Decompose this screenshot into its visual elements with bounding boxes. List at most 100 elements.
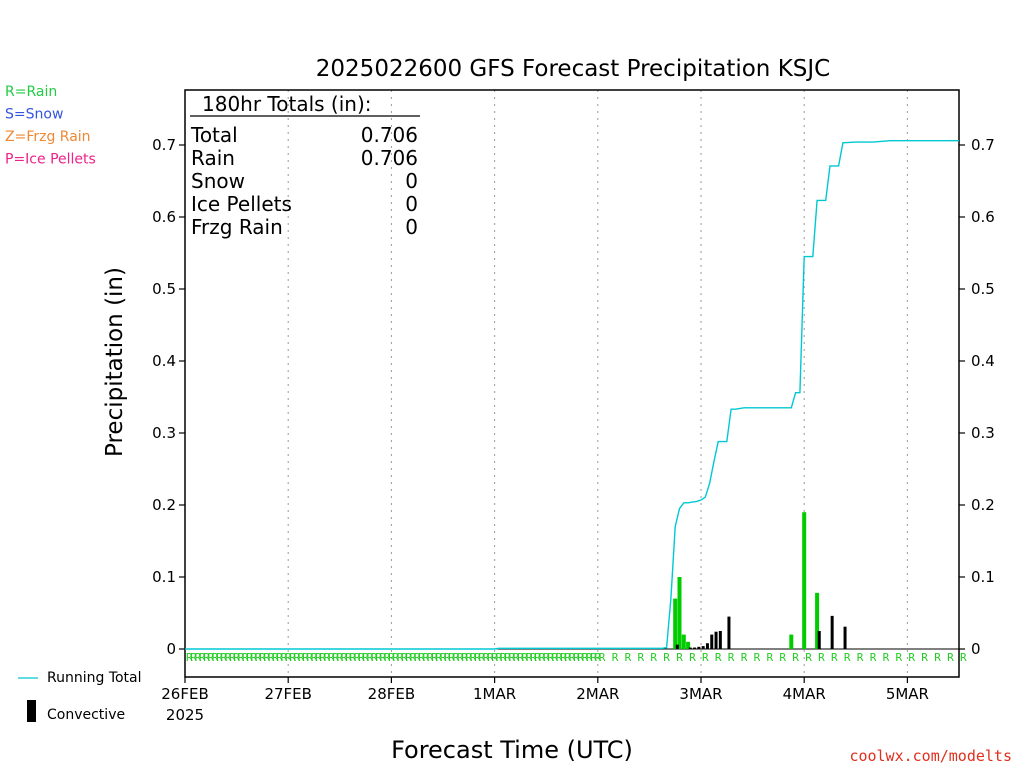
precip-type-flag: R <box>487 651 494 664</box>
x-tick-label: 3MAR <box>679 685 722 703</box>
precip-type-flag: R <box>483 651 490 664</box>
precip-type-flag: R <box>423 651 430 664</box>
convective-bar <box>830 615 834 649</box>
precip-type-flag: R <box>844 651 851 664</box>
precip-type-flag: R <box>663 651 670 664</box>
precip-type-flag: R <box>251 651 258 664</box>
precip-type-flag: R <box>242 651 249 664</box>
precip-type-flag: R <box>689 651 696 664</box>
x-axis-label: Forecast Time (UTC) <box>391 736 633 764</box>
credit-link[interactable]: coolwx.com/modelts <box>849 747 1012 765</box>
totals-row-label: Snow <box>191 169 245 193</box>
precip-type-flag: R <box>934 651 941 664</box>
precip-type-flag: R <box>255 651 262 664</box>
precip-type-flag: R <box>702 651 709 664</box>
rain-bar <box>686 641 691 649</box>
precip-type-flag: R <box>281 651 288 664</box>
precip-type-flag: R <box>444 651 451 664</box>
precip-type-flag: R <box>552 651 559 664</box>
precip-type-flag: R <box>289 651 296 664</box>
precip-type-flag: R <box>741 651 748 664</box>
precip-type-flag: R <box>272 651 279 664</box>
precip-type-flag: R <box>229 651 236 664</box>
precip-type-flag: R <box>595 651 602 664</box>
totals-row-label: Ice Pellets <box>191 192 292 216</box>
precip-type-flag: R <box>220 651 227 664</box>
rain-bar <box>789 634 794 649</box>
totals-header: 180hr Totals (in): <box>202 92 372 116</box>
convective-bar <box>675 644 679 649</box>
x-tick-label: 27FEB <box>264 685 311 703</box>
precip-type-flag: R <box>216 651 223 664</box>
precip-type-flag: R <box>754 651 761 664</box>
precip-type-flag: R <box>728 651 735 664</box>
precip-type-flag: R <box>238 651 245 664</box>
precip-type-flag: R <box>190 651 197 664</box>
precip-type-flag: R <box>908 651 915 664</box>
convective-bar <box>714 631 718 649</box>
totals-row-label: Frzg Rain <box>191 215 283 239</box>
precip-type-flag: R <box>509 651 516 664</box>
precip-type-flag: R <box>921 651 928 664</box>
plot-frame <box>184 89 960 678</box>
convective-bar <box>688 647 692 649</box>
totals-row-value: 0 <box>405 192 418 216</box>
precip-type-flag: R <box>440 651 447 664</box>
precip-type-flag: R <box>491 651 498 664</box>
precip-type-flag: R <box>384 651 391 664</box>
precip-type-flag: R <box>496 651 503 664</box>
convective-bar <box>817 631 821 649</box>
precip-type-flag: R <box>883 651 890 664</box>
precip-type-flag: R <box>302 651 309 664</box>
precip-type-flag: R <box>539 651 546 664</box>
precip-type-flag: R <box>392 651 399 664</box>
y-axis-left: 0 0.1 0.2 0.3 0.4 0.5 0.6 0.7 <box>152 136 185 658</box>
x-tick-label: 26FEB <box>161 685 208 703</box>
rain-bar <box>815 592 820 649</box>
precip-type-flag: R <box>500 651 507 664</box>
precip-type-flag: R <box>478 651 485 664</box>
precip-type-flag: R <box>513 651 520 664</box>
y-tick-label: 0 <box>971 640 981 658</box>
precip-type-legend-item: S=Snow <box>5 107 63 123</box>
precip-type-flag: R <box>676 651 683 664</box>
precip-type-flag: R <box>779 651 786 664</box>
precip-type-flag: R <box>590 651 597 664</box>
precip-type-flag: R <box>431 651 438 664</box>
precip-type-flags: RRRRRRRRRRRRRRRRRRRRRRRRRRRRRRRRRRRRRRRR… <box>186 651 967 664</box>
totals-row-label: Total <box>190 123 238 147</box>
y-axis-label: Precipitation (in) <box>102 267 128 457</box>
precip-type-flag: R <box>199 651 206 664</box>
precip-type-flag: R <box>246 651 253 664</box>
precip-type-flag: R <box>349 651 356 664</box>
precip-type-flag: R <box>268 651 275 664</box>
precip-type-flag: R <box>650 651 657 664</box>
y-tick-label: 0.3 <box>152 424 176 442</box>
precip-type-flag: R <box>599 651 606 664</box>
precip-type-flag: R <box>276 651 283 664</box>
y-tick-label: 0.6 <box>971 208 995 226</box>
precip-type-flag: R <box>212 651 219 664</box>
y-tick-label: 0.3 <box>971 424 995 442</box>
rain-bar <box>681 634 686 649</box>
precip-type-flag: R <box>362 651 369 664</box>
precip-type-flag: R <box>521 651 528 664</box>
precip-type-flag: R <box>259 651 266 664</box>
totals-row-value: 0.706 <box>361 123 418 147</box>
precip-type-flag: R <box>638 651 645 664</box>
precip-type-legend-item: Z=Frzg Rain <box>5 129 91 145</box>
x-tick-label: 1MAR <box>473 685 516 703</box>
precip-type-flag: R <box>457 651 464 664</box>
precip-type-flag: R <box>208 651 215 664</box>
precip-type-flag: R <box>453 651 460 664</box>
precip-type-flag: R <box>960 651 967 664</box>
convective-legend-swatch <box>27 700 36 722</box>
precip-type-flag: R <box>358 651 365 664</box>
precip-type-flag: R <box>530 651 537 664</box>
precip-type-flag: R <box>569 651 576 664</box>
y-tick-label: 0.4 <box>152 352 176 370</box>
convective-bar <box>701 646 705 649</box>
precip-type-flag: R <box>410 651 417 664</box>
precip-type-flag: R <box>195 651 202 664</box>
